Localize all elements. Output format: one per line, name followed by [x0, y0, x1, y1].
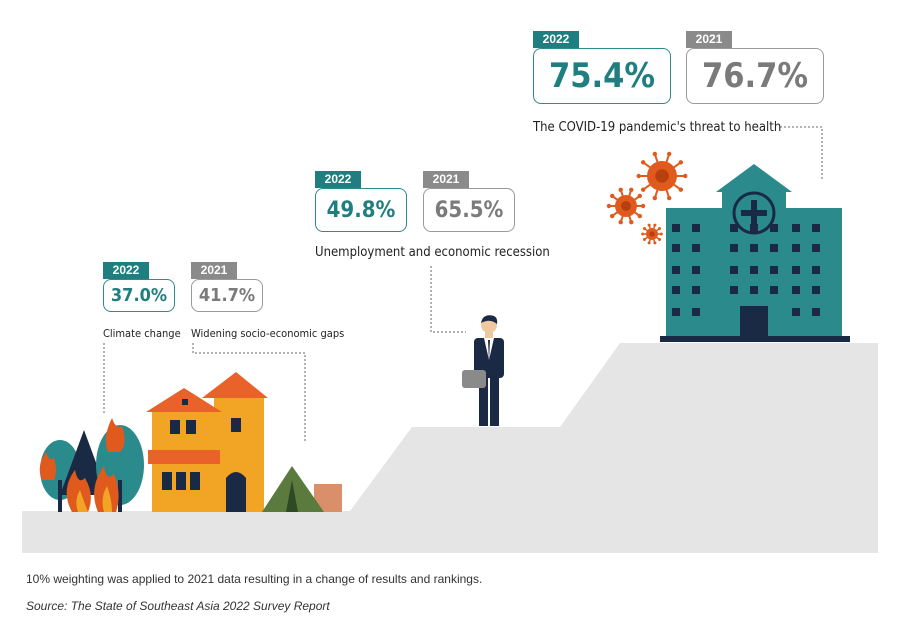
virus-particle: [636, 151, 688, 201]
hospital-window: [692, 308, 700, 316]
footnote: 10% weighting was applied to 2021 data r…: [26, 572, 483, 586]
hospital-window: [692, 224, 700, 232]
hospital-window: [792, 286, 800, 294]
hospital-icon: [660, 164, 850, 342]
leader-lines: [103, 126, 823, 443]
hospital-window: [770, 224, 778, 232]
hospital-window: [750, 224, 758, 232]
virus-icon: [606, 151, 688, 245]
value-gaps-2021: 41.7%: [191, 279, 263, 312]
value-unemployment-2022: 49.8%: [315, 188, 407, 232]
value-unemployment-2021: 65.5%: [423, 188, 515, 232]
hospital-window: [812, 308, 820, 316]
hospital-window: [750, 286, 758, 294]
tag-covid-2021: 2021: [686, 31, 732, 48]
burning-forest-icon: [39, 418, 144, 512]
hospital-window: [792, 224, 800, 232]
virus-particle: [606, 187, 646, 225]
businessman-icon: [462, 315, 504, 426]
leader-gaps: [192, 343, 306, 443]
hospital-window: [812, 244, 820, 252]
leader-covid: [780, 126, 823, 180]
hospital-window: [730, 266, 738, 274]
hospital-window: [692, 266, 700, 274]
hospital-windows: [672, 224, 820, 316]
hospital-window: [812, 266, 820, 274]
virus-particle: [641, 223, 663, 245]
hospital-window: [692, 244, 700, 252]
tag-covid-2022: 2022: [533, 31, 579, 48]
source-note: Source: The State of Southeast Asia 2022…: [26, 599, 330, 613]
hospital-window: [792, 266, 800, 274]
hospital-window: [692, 286, 700, 294]
tag-unemployment-2022: 2022: [315, 171, 361, 188]
hospital-window: [770, 244, 778, 252]
hospital-window: [730, 286, 738, 294]
hospital-window: [672, 244, 680, 252]
tag-climate-2022: 2022: [103, 262, 149, 279]
hospital-window: [672, 286, 680, 294]
label-socio-economic-gaps: Widening socio-economic gaps: [191, 327, 345, 340]
hospital-window: [750, 244, 758, 252]
tag-unemployment-2021: 2021: [423, 171, 469, 188]
value-climate-2022: 37.0%: [103, 279, 175, 312]
house-icon: [146, 372, 268, 512]
tent-icon: [262, 466, 342, 512]
label-climate-change: Climate change: [103, 327, 181, 340]
label-covid-health-threat: The COVID-19 pandemic's threat to health: [533, 120, 782, 135]
hospital-window: [812, 286, 820, 294]
hospital-window: [792, 244, 800, 252]
tag-gaps-2021: 2021: [191, 262, 237, 279]
hospital-window: [792, 308, 800, 316]
label-unemployment: Unemployment and economic recession: [315, 245, 550, 260]
value-covid-2021: 76.7%: [686, 48, 824, 104]
hospital-window: [672, 308, 680, 316]
hospital-window: [750, 266, 758, 274]
hospital-window: [730, 244, 738, 252]
hospital-window: [730, 224, 738, 232]
value-covid-2022: 75.4%: [533, 48, 671, 104]
hospital-window: [770, 266, 778, 274]
hospital-window: [672, 266, 680, 274]
hospital-window: [812, 224, 820, 232]
hospital-window: [672, 224, 680, 232]
hospital-window: [770, 286, 778, 294]
leader-unemployment: [430, 266, 466, 333]
ground-terrain: [22, 343, 878, 553]
